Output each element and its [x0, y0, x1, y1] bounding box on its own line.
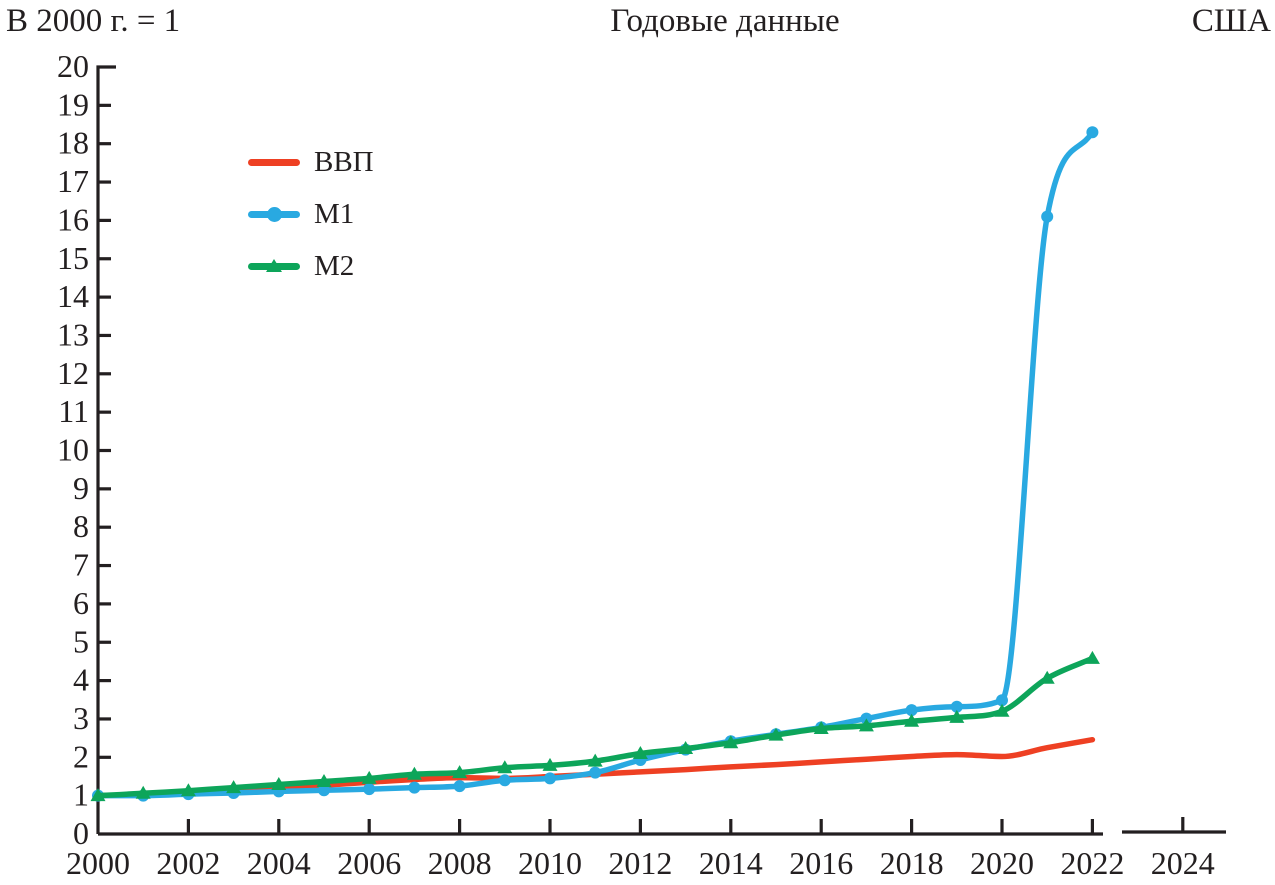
data-point-circle — [363, 783, 376, 796]
x-tick-label: 2022 — [1060, 845, 1124, 881]
y-tick-label: 19 — [57, 86, 89, 122]
data-point-triangle — [271, 777, 287, 790]
y-tick-label: 10 — [57, 432, 89, 468]
data-point-triangle — [180, 783, 196, 797]
y-tick-label: 8 — [73, 508, 89, 544]
data-point-triangle — [904, 713, 920, 727]
data-point-triangle — [949, 709, 965, 723]
y-tick-label: 15 — [57, 240, 89, 276]
data-point-triangle — [1084, 650, 1100, 664]
data-point-triangle — [632, 746, 648, 759]
y-tick-label: 12 — [57, 355, 89, 391]
data-point-circle — [589, 766, 602, 779]
y-tick-label: 11 — [58, 393, 89, 429]
data-point-triangle — [497, 760, 513, 774]
data-point-triangle — [994, 703, 1010, 717]
x-tick-label: 2016 — [789, 845, 853, 881]
data-point-triangle — [1039, 670, 1055, 684]
data-point-circle — [996, 694, 1008, 707]
x-tick-label: 2024 — [1151, 845, 1215, 881]
y-tick-label: 18 — [57, 125, 89, 161]
x-tick-label: 2010 — [518, 845, 582, 881]
data-point-triangle — [406, 766, 422, 780]
x-tick-label: 2002 — [156, 845, 220, 881]
data-point-triangle — [678, 741, 694, 754]
series-m1 — [92, 126, 1099, 802]
data-point-triangle — [858, 718, 874, 732]
x-tick-label: 2020 — [970, 845, 1034, 881]
index-base-note: В 2000 г. = 1 — [6, 3, 181, 39]
legend-item-m2: М2 — [248, 251, 374, 281]
x-tick-label: 2004 — [247, 845, 311, 881]
data-point-circle — [318, 784, 330, 797]
data-point-triangle — [768, 727, 784, 741]
y-tick-label: 0 — [73, 815, 89, 851]
data-point-circle — [498, 774, 511, 787]
y-tick-label: 1 — [73, 777, 89, 813]
country-label: США — [1191, 3, 1271, 39]
data-point-circle — [1086, 126, 1099, 139]
x-tick-label: 2008 — [428, 845, 492, 881]
data-point-triangle — [813, 721, 829, 734]
data-point-circle — [905, 704, 918, 717]
y-tick-label: 9 — [73, 470, 89, 506]
y-tick-label: 3 — [73, 700, 89, 736]
x-tick-label: 2006 — [337, 845, 401, 881]
y-tick-label: 17 — [57, 163, 89, 199]
y-axis — [96, 65, 116, 834]
y-tick-label: 16 — [57, 201, 89, 237]
y-tick-label: 6 — [73, 585, 89, 621]
data-point-circle — [950, 700, 963, 713]
data-point-triangle — [226, 780, 242, 794]
circle-marker-icon — [248, 206, 300, 222]
data-point-triangle — [542, 757, 558, 771]
y-tick-label: 2 — [73, 738, 89, 774]
legend-item-m1: М1 — [248, 199, 374, 229]
data-point-triangle — [90, 788, 106, 802]
data-point-triangle — [361, 770, 377, 784]
y-tick-label: 5 — [73, 623, 89, 659]
data-point-circle — [544, 772, 556, 785]
triangle-marker-icon — [248, 258, 300, 274]
series-m2 — [90, 650, 1100, 802]
data-point-circle — [453, 780, 466, 793]
line-swatch-icon — [248, 154, 300, 170]
legend-label: ВВП — [314, 146, 374, 178]
legend-label: М2 — [314, 250, 355, 282]
x-tick-label: 2018 — [880, 845, 944, 881]
y-tick-label: 20 — [57, 48, 89, 84]
legend-item-vvp: ВВП — [248, 147, 374, 177]
data-point-triangle — [316, 774, 332, 787]
data-point-triangle — [452, 765, 468, 779]
data-point-circle — [408, 781, 421, 794]
y-tick-label: 7 — [73, 547, 89, 583]
data-point-triangle — [135, 785, 151, 799]
x-tick-label: 2014 — [699, 845, 763, 881]
y-tick-label: 13 — [57, 316, 89, 352]
data-point-triangle — [723, 735, 739, 749]
data-point-circle — [1041, 210, 1054, 223]
legend-label: М1 — [314, 198, 355, 230]
data-point-triangle — [587, 753, 603, 767]
x-tick-label: 2000 — [66, 845, 130, 881]
x-tick-label: 2012 — [608, 845, 672, 881]
y-tick-label: 14 — [57, 278, 89, 314]
chart-title: Годовые данные — [610, 3, 840, 39]
y-tick-label: 4 — [73, 662, 89, 698]
x-tick-labels: 2000 2002 2004 2006 2008 2010 2012 2014 2016 2018… — [66, 845, 1215, 881]
chart-legend: ВВП М1 М2 — [248, 147, 374, 281]
